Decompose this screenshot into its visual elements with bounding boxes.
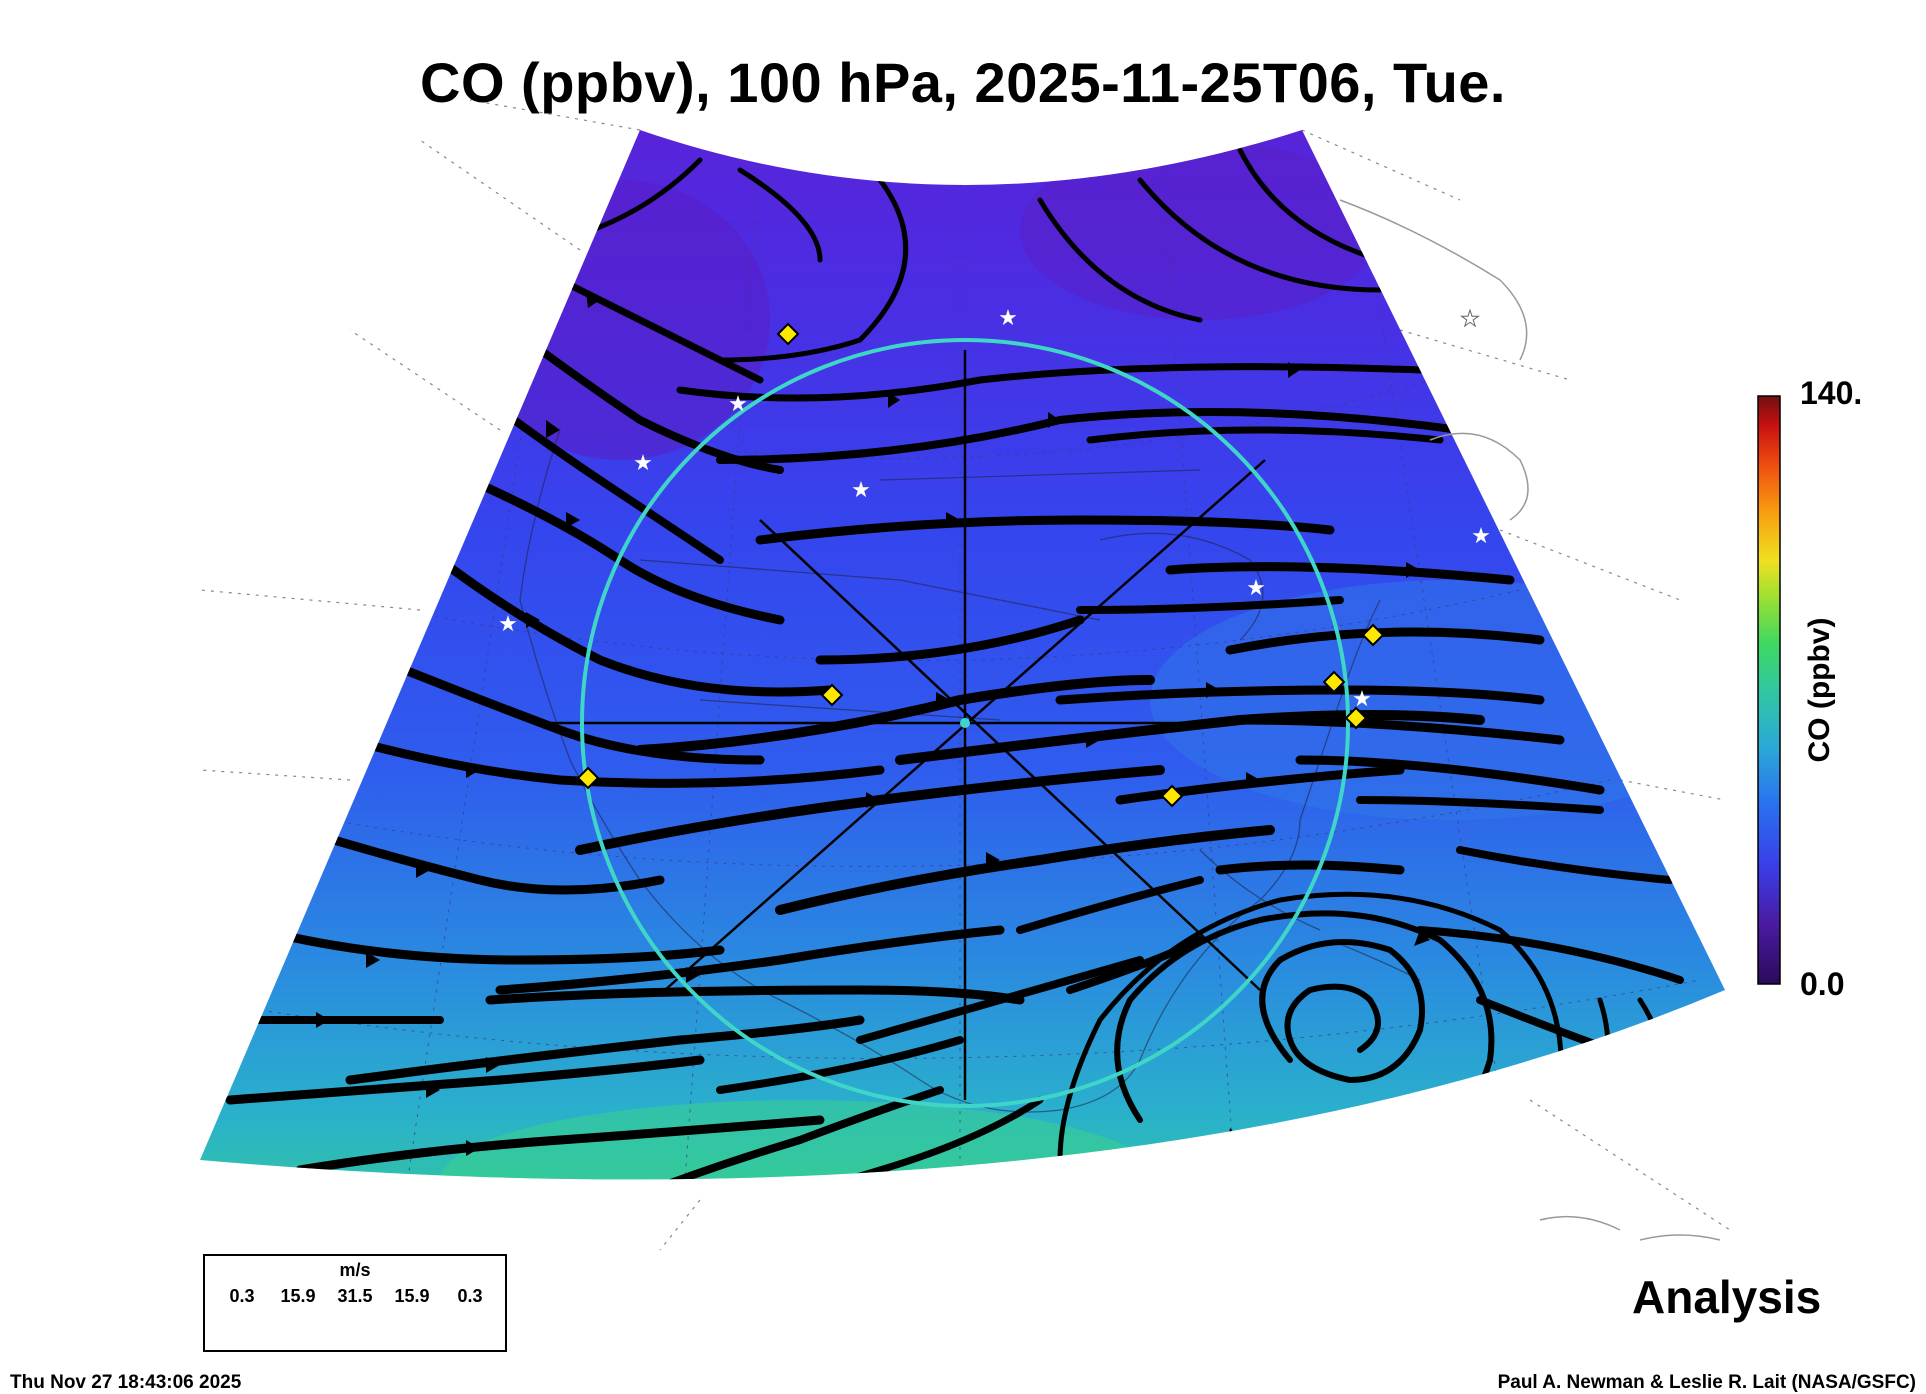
graticule bbox=[199, 99, 1731, 1251]
colorbar bbox=[1757, 395, 1781, 985]
wind-scale-value: 15.9 bbox=[394, 1286, 430, 1306]
ring-center bbox=[960, 718, 970, 728]
footer-timestamp: Thu Nov 27 18:43:06 2025 bbox=[10, 1372, 242, 1393]
svg-text:★: ★ bbox=[1352, 687, 1372, 712]
svg-text:★: ★ bbox=[728, 392, 748, 417]
svg-text:★: ★ bbox=[1460, 307, 1480, 332]
wind-scale-value: 31.5 bbox=[337, 1286, 373, 1306]
wind-scale-value: 15.9 bbox=[280, 1286, 316, 1306]
colorbar-max-label: 140. bbox=[1800, 375, 1863, 411]
svg-text:★: ★ bbox=[498, 612, 518, 637]
star-markers: ★ ★ ★ ★ ★ ★ ★ ★ ★ bbox=[498, 306, 1491, 712]
colorbar-axis-label: CO (ppbv) bbox=[1803, 617, 1836, 763]
svg-text:★: ★ bbox=[1471, 524, 1491, 549]
analysis-label: Analysis bbox=[1632, 1271, 1822, 1323]
wind-scale-value: 0.3 bbox=[457, 1286, 483, 1306]
svg-text:★: ★ bbox=[1246, 576, 1266, 601]
svg-text:★: ★ bbox=[851, 478, 871, 503]
diamond-markers bbox=[576, 322, 1385, 808]
svg-text:★: ★ bbox=[633, 451, 653, 476]
footer-credit: Paul A. Newman & Leslie R. Lait (NASA/GS… bbox=[1497, 1372, 1916, 1393]
wind-scale-unit: m/s bbox=[339, 1260, 371, 1280]
co-field bbox=[200, 130, 1725, 1180]
colorbar-min-label: 0.0 bbox=[1800, 966, 1845, 1002]
chart-title: CO (ppbv), 100 hPa, 2025-11-25T06, Tue. bbox=[420, 51, 1506, 114]
wind-scale-legend: m/s 0.3 15.9 31.5 15.9 0.3 bbox=[203, 1254, 507, 1352]
svg-text:★: ★ bbox=[998, 306, 1018, 331]
wind-scale-value: 0.3 bbox=[229, 1286, 255, 1306]
coastline-outside bbox=[1339, 199, 1721, 1241]
cyan-ring bbox=[580, 338, 1350, 1108]
